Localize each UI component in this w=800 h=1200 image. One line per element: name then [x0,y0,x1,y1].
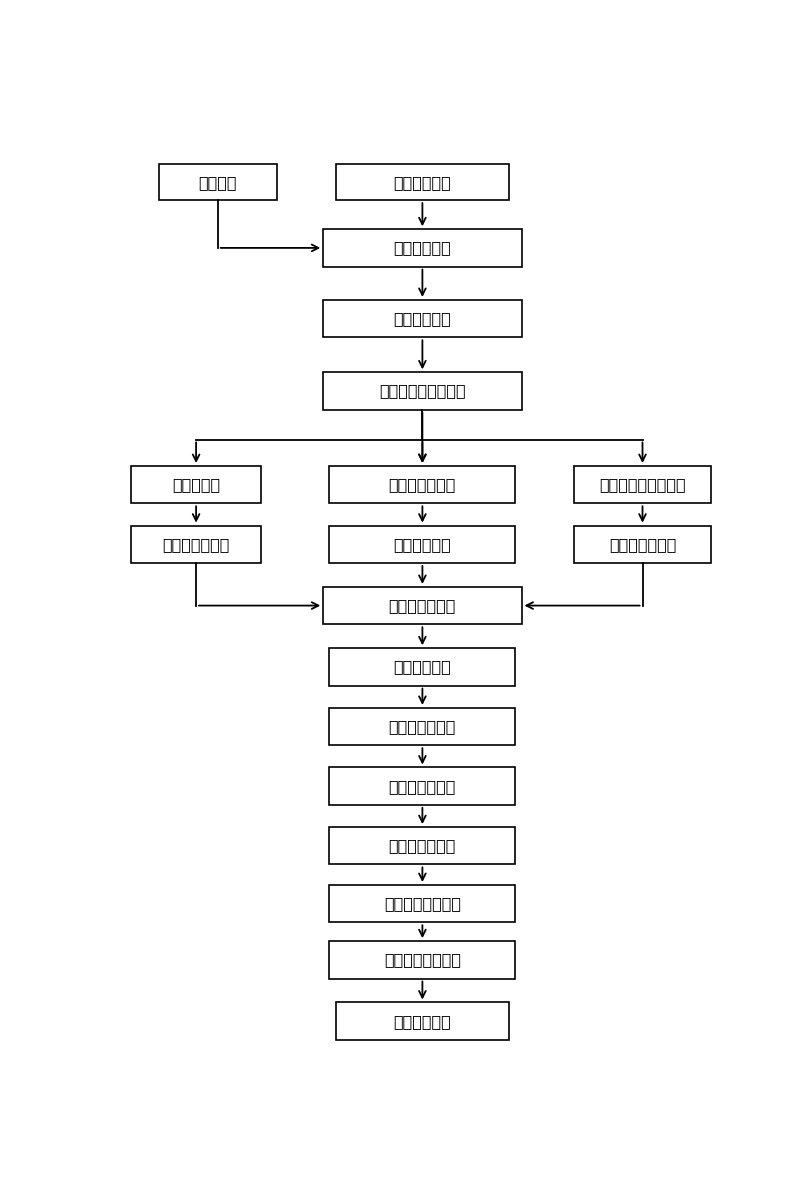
Text: 低压配电盘调试: 低压配电盘调试 [389,719,456,734]
Text: 系统耐压试验: 系统耐压试验 [394,536,451,552]
Text: 变压器送电、运行: 变压器送电、运行 [384,896,461,911]
Text: 电缆接线校对、检查: 电缆接线校对、检查 [379,384,466,398]
Bar [323,300,522,337]
Text: 继电器保护整定: 继电器保护整定 [609,536,676,552]
Bar [323,229,522,266]
Text: 调试记录整理: 调试记录整理 [394,1014,451,1028]
Bar [323,372,522,409]
Text: 高压电缆试验: 高压电缆试验 [394,659,451,674]
Bar [330,526,515,563]
Bar [336,1002,510,1040]
Bar [336,164,510,200]
Text: 电气安装结束: 电气安装结束 [394,175,451,190]
Bar [323,587,522,624]
Text: 设备外观检查: 设备外观检查 [394,311,451,326]
Text: 继电器保护单元试验: 继电器保护单元试验 [599,478,686,492]
Bar [131,526,262,563]
Text: 变压器耐压试验: 变压器耐压试验 [162,536,230,552]
Bar [330,466,515,503]
Bar [574,526,710,563]
Bar [330,708,515,745]
Text: 变压器试验: 变压器试验 [172,478,220,492]
Bar [330,941,515,978]
Bar [330,827,515,864]
Bar [330,648,515,685]
Bar [159,164,277,200]
Text: 调试准备: 调试准备 [198,175,237,190]
Text: 调试人员进入: 调试人员进入 [394,240,451,256]
Text: 低压盘受电、运行: 低压盘受电、运行 [384,953,461,967]
Text: 高压受电、运行: 高压受电、运行 [389,839,456,853]
Text: 系统空操作试验: 系统空操作试验 [389,598,456,613]
Bar [330,767,515,805]
Bar [330,884,515,923]
Text: 高压开关柜试验: 高压开关柜试验 [389,478,456,492]
Bar [131,466,262,503]
Bar [574,466,710,503]
Text: 低压试送电检查: 低压试送电检查 [389,779,456,793]
